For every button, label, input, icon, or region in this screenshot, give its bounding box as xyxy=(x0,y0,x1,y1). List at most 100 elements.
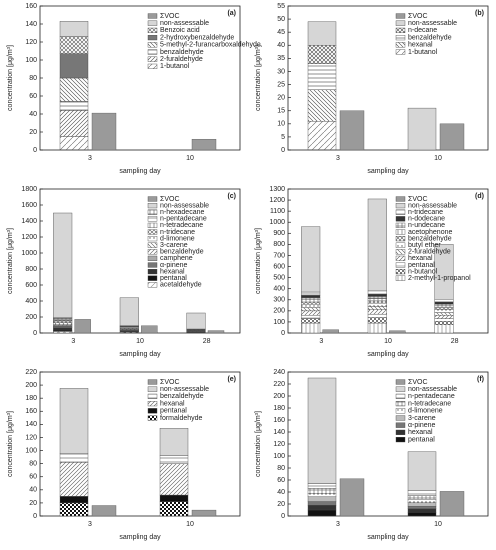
panel-label: (f) xyxy=(477,376,484,383)
legend-swatch xyxy=(147,235,158,242)
bar-segment xyxy=(301,315,321,319)
legend-label: n-tridecane xyxy=(160,229,195,236)
y-tick-label: 200 xyxy=(25,382,37,389)
legend-label: camphene xyxy=(160,255,193,262)
x-axis-label: sampling day xyxy=(367,534,409,541)
y-tick-label: 80 xyxy=(29,75,37,82)
y-tick-label: 1000 xyxy=(21,250,37,257)
bar-segment xyxy=(367,313,387,318)
legend-label: non-assessable xyxy=(160,202,209,209)
legend-label: n-butanol xyxy=(408,268,438,275)
plot-frame xyxy=(39,371,241,517)
legend-swatch xyxy=(147,262,158,268)
legend-label: pentanal xyxy=(160,408,187,415)
bar-segment xyxy=(407,107,437,151)
legend-label: d-limonene xyxy=(160,235,195,242)
bar-segment xyxy=(159,463,189,496)
bar-segment xyxy=(307,21,337,46)
total-bar xyxy=(191,509,217,517)
legend-swatch xyxy=(395,262,406,268)
bar-segment xyxy=(186,312,206,330)
x-axis-label: sampling day xyxy=(119,534,161,541)
legend-label: non-assessable xyxy=(408,20,457,27)
y-tick-label: 1800 xyxy=(21,186,37,193)
x-tick-label: 10 xyxy=(186,155,194,162)
total-bar xyxy=(141,325,158,334)
legend-label: non-assessable xyxy=(408,202,457,209)
bar-segment xyxy=(407,495,437,500)
y-tick-label: 1300 xyxy=(269,186,285,193)
legend-label: pentanal xyxy=(408,436,435,443)
legend-label: hexanal xyxy=(408,429,433,436)
y-tick-label: 220 xyxy=(25,369,37,376)
bar-segment xyxy=(301,310,321,316)
y-tick-label: 1200 xyxy=(21,234,37,241)
y-tick-label: 80 xyxy=(277,465,285,472)
y-tick-label: 0 xyxy=(281,330,285,337)
legend-swatch xyxy=(147,216,158,222)
x-tick-label: 3 xyxy=(88,155,92,162)
y-tick-label: 55 xyxy=(277,3,285,10)
legend-swatch xyxy=(147,20,158,26)
x-tick-label: 28 xyxy=(451,338,459,345)
plot-frame xyxy=(287,188,489,334)
legend-label: n-pentadecane xyxy=(160,216,207,223)
x-tick-label: 28 xyxy=(203,338,211,345)
y-tick-label: 120 xyxy=(273,441,285,448)
legend-swatch xyxy=(147,56,158,62)
x-tick-label: 10 xyxy=(136,338,144,345)
y-tick-label: 200 xyxy=(273,393,285,400)
y-tick-label: 60 xyxy=(29,474,37,481)
bar-segment xyxy=(434,299,454,303)
legend-swatch xyxy=(147,63,158,70)
bar-segment xyxy=(434,309,454,313)
total-bar xyxy=(74,319,91,334)
bar-segment xyxy=(367,294,387,297)
legend-swatch xyxy=(395,222,406,229)
legend-label: n-undecane xyxy=(408,222,445,229)
y-tick-label: 35 xyxy=(277,55,285,62)
bar-segment xyxy=(301,291,321,296)
legend-swatch xyxy=(395,235,406,242)
bar-segment xyxy=(59,462,89,497)
y-tick-label: 40 xyxy=(29,111,37,118)
bar-segment xyxy=(159,428,189,456)
legend-swatch xyxy=(395,422,406,428)
legend-swatch xyxy=(147,35,158,41)
legend-swatch xyxy=(395,255,406,262)
y-tick-label: 300 xyxy=(273,297,285,304)
y-tick-label: 400 xyxy=(25,298,37,305)
x-tick-label: 10 xyxy=(434,521,442,528)
legend-label: n-tetradecane xyxy=(408,400,451,407)
legend-label: ΣVOC xyxy=(160,13,180,20)
bar-segment xyxy=(301,299,321,303)
y-tick-label: 700 xyxy=(273,252,285,259)
legend-label: d-limonene xyxy=(408,408,443,415)
x-tick-label: 3 xyxy=(88,521,92,528)
legend-label: 2-furaldehyde xyxy=(160,56,203,63)
y-tick-label: 180 xyxy=(25,395,37,402)
y-tick-label: 120 xyxy=(25,39,37,46)
y-tick-label: 800 xyxy=(273,241,285,248)
bar-segment xyxy=(434,324,454,334)
legend-label: Benzoic acid xyxy=(160,27,200,34)
bar-segment xyxy=(301,226,321,293)
y-tick-label: 0 xyxy=(281,513,285,520)
bar-segment xyxy=(307,501,337,506)
legend-swatch xyxy=(395,386,406,392)
y-tick-label: 180 xyxy=(273,405,285,412)
legend-label: 3-carene xyxy=(160,242,188,249)
bar-segment xyxy=(53,320,73,323)
total-bar xyxy=(439,123,465,151)
bar-segment xyxy=(59,77,89,102)
bar-segment xyxy=(301,297,321,300)
bar-segment xyxy=(59,453,89,463)
x-tick-label: 10 xyxy=(384,338,392,345)
y-tick-label: 30 xyxy=(277,68,285,75)
legend-swatch xyxy=(147,202,158,209)
y-tick-label: 400 xyxy=(273,286,285,293)
bar-segment xyxy=(407,508,437,513)
legend-swatch xyxy=(395,229,406,235)
y-axis-label: concentration [μg/m³] xyxy=(255,411,262,477)
